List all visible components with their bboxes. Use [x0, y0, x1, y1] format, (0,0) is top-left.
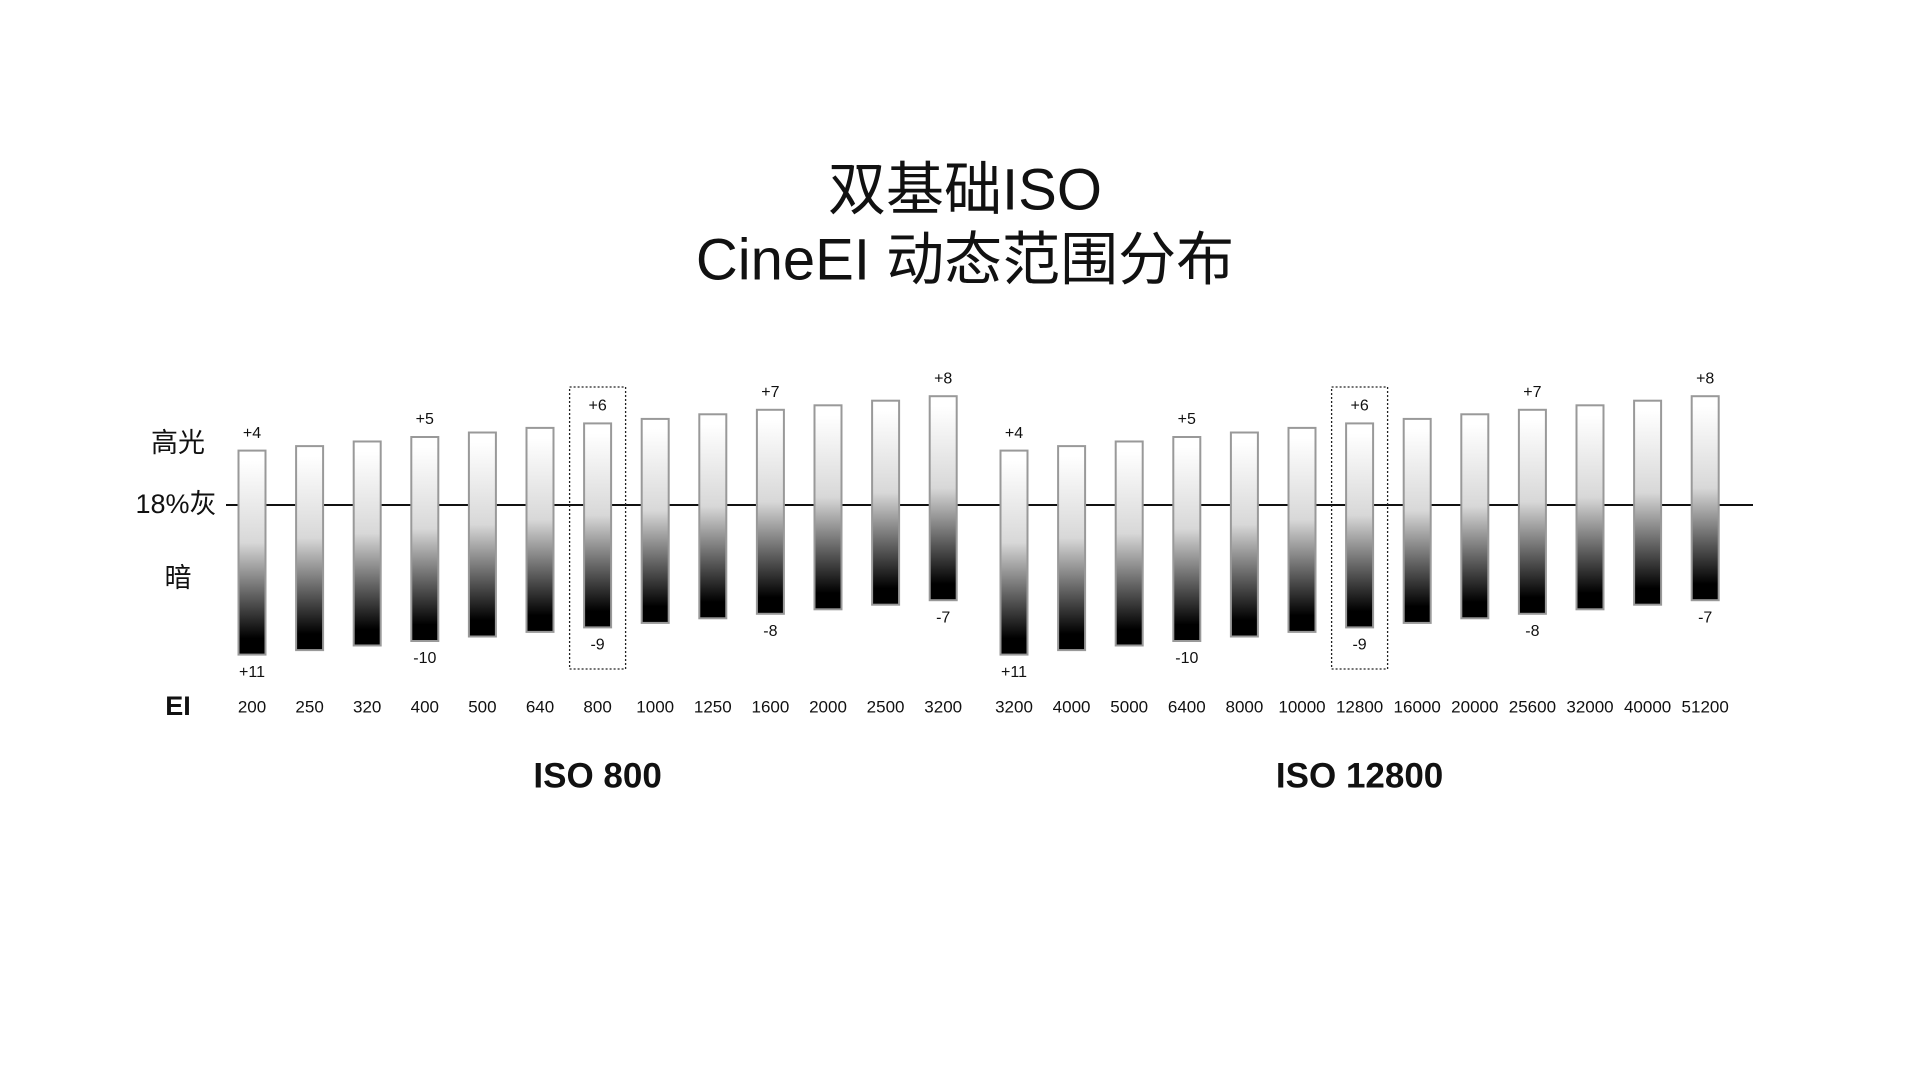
bar — [640, 417, 670, 624]
bar — [1345, 422, 1375, 629]
x-tick-label: 5000 — [1110, 697, 1148, 716]
group-label: ISO 12800 — [1276, 756, 1443, 795]
bar — [1114, 440, 1144, 647]
x-tick-label: 640 — [526, 697, 554, 716]
bar — [1287, 426, 1317, 633]
value-label: -7 — [1698, 609, 1712, 626]
value-label: -10 — [413, 650, 436, 667]
bar — [467, 431, 497, 638]
value-label: +4 — [243, 425, 261, 442]
group-label: ISO 800 — [533, 756, 661, 795]
bar — [1057, 445, 1087, 652]
x-tick-label: 3200 — [924, 697, 962, 716]
value-label: +6 — [588, 398, 606, 415]
value-label: -9 — [1352, 637, 1366, 654]
x-tick-label: 250 — [295, 697, 323, 716]
row-label: 暗 — [165, 563, 192, 593]
title-line: CineEI 动态范围分布 — [696, 227, 1234, 292]
bar — [928, 395, 958, 602]
bar — [237, 449, 267, 656]
x-tick-label: 25600 — [1509, 697, 1556, 716]
value-label: +4 — [1005, 425, 1023, 442]
bar — [525, 426, 555, 633]
x-tick-label: 32000 — [1566, 697, 1613, 716]
x-tick-label: 10000 — [1278, 697, 1325, 716]
x-tick-label: 2500 — [867, 697, 905, 716]
value-label: +8 — [1696, 370, 1714, 387]
bar — [698, 413, 728, 620]
bar — [871, 399, 901, 606]
bar — [755, 408, 785, 615]
x-tick-label: 51200 — [1682, 697, 1729, 716]
title-line: 双基础ISO — [828, 157, 1102, 222]
x-tick-label: 200 — [238, 697, 266, 716]
bar — [410, 436, 440, 642]
bar — [1402, 417, 1432, 624]
bar — [1575, 404, 1605, 611]
value-label: -7 — [936, 609, 950, 626]
value-label: -8 — [763, 623, 777, 640]
value-label: +6 — [1350, 398, 1368, 415]
x-tick-label: 4000 — [1053, 697, 1091, 716]
row-label: 高光 — [151, 428, 205, 458]
x-tick-label: 1250 — [694, 697, 732, 716]
bar — [1690, 395, 1720, 602]
bar — [1517, 408, 1547, 615]
x-tick-label: 20000 — [1451, 697, 1498, 716]
x-tick-label: 1600 — [751, 697, 789, 716]
x-tick-label: 3200 — [995, 697, 1033, 716]
value-label: +7 — [1523, 384, 1541, 401]
bar — [813, 404, 843, 611]
x-tick-label: 800 — [583, 697, 611, 716]
value-label: +11 — [1001, 664, 1027, 681]
value-label: -10 — [1175, 650, 1198, 667]
x-tick-label: 2000 — [809, 697, 847, 716]
x-axis-label: EI — [165, 691, 191, 721]
row-label: 18%灰 — [135, 489, 216, 519]
bar — [352, 440, 382, 647]
bar — [1460, 413, 1490, 620]
bar — [1633, 399, 1663, 606]
x-tick-label: 500 — [468, 697, 496, 716]
x-tick-label: 320 — [353, 697, 381, 716]
bar — [999, 449, 1029, 656]
value-label: -8 — [1525, 623, 1539, 640]
x-tick-label: 12800 — [1336, 697, 1383, 716]
x-tick-label: 6400 — [1168, 697, 1206, 716]
x-tick-label: 40000 — [1624, 697, 1671, 716]
bar — [583, 422, 613, 629]
value-label: +5 — [416, 411, 434, 428]
base-iso-box — [568, 386, 627, 670]
value-label: +7 — [761, 384, 779, 401]
bar — [295, 445, 325, 652]
value-label: -9 — [590, 637, 604, 654]
value-label: +11 — [239, 664, 265, 681]
x-tick-label: 1000 — [636, 697, 674, 716]
bar — [1229, 431, 1259, 638]
x-tick-label: 8000 — [1225, 697, 1263, 716]
base-iso-box — [1330, 386, 1389, 670]
x-tick-label: 16000 — [1394, 697, 1441, 716]
x-tick-label: 400 — [411, 697, 439, 716]
bar — [1172, 436, 1202, 642]
value-label: +8 — [934, 370, 952, 387]
value-label: +5 — [1178, 411, 1196, 428]
